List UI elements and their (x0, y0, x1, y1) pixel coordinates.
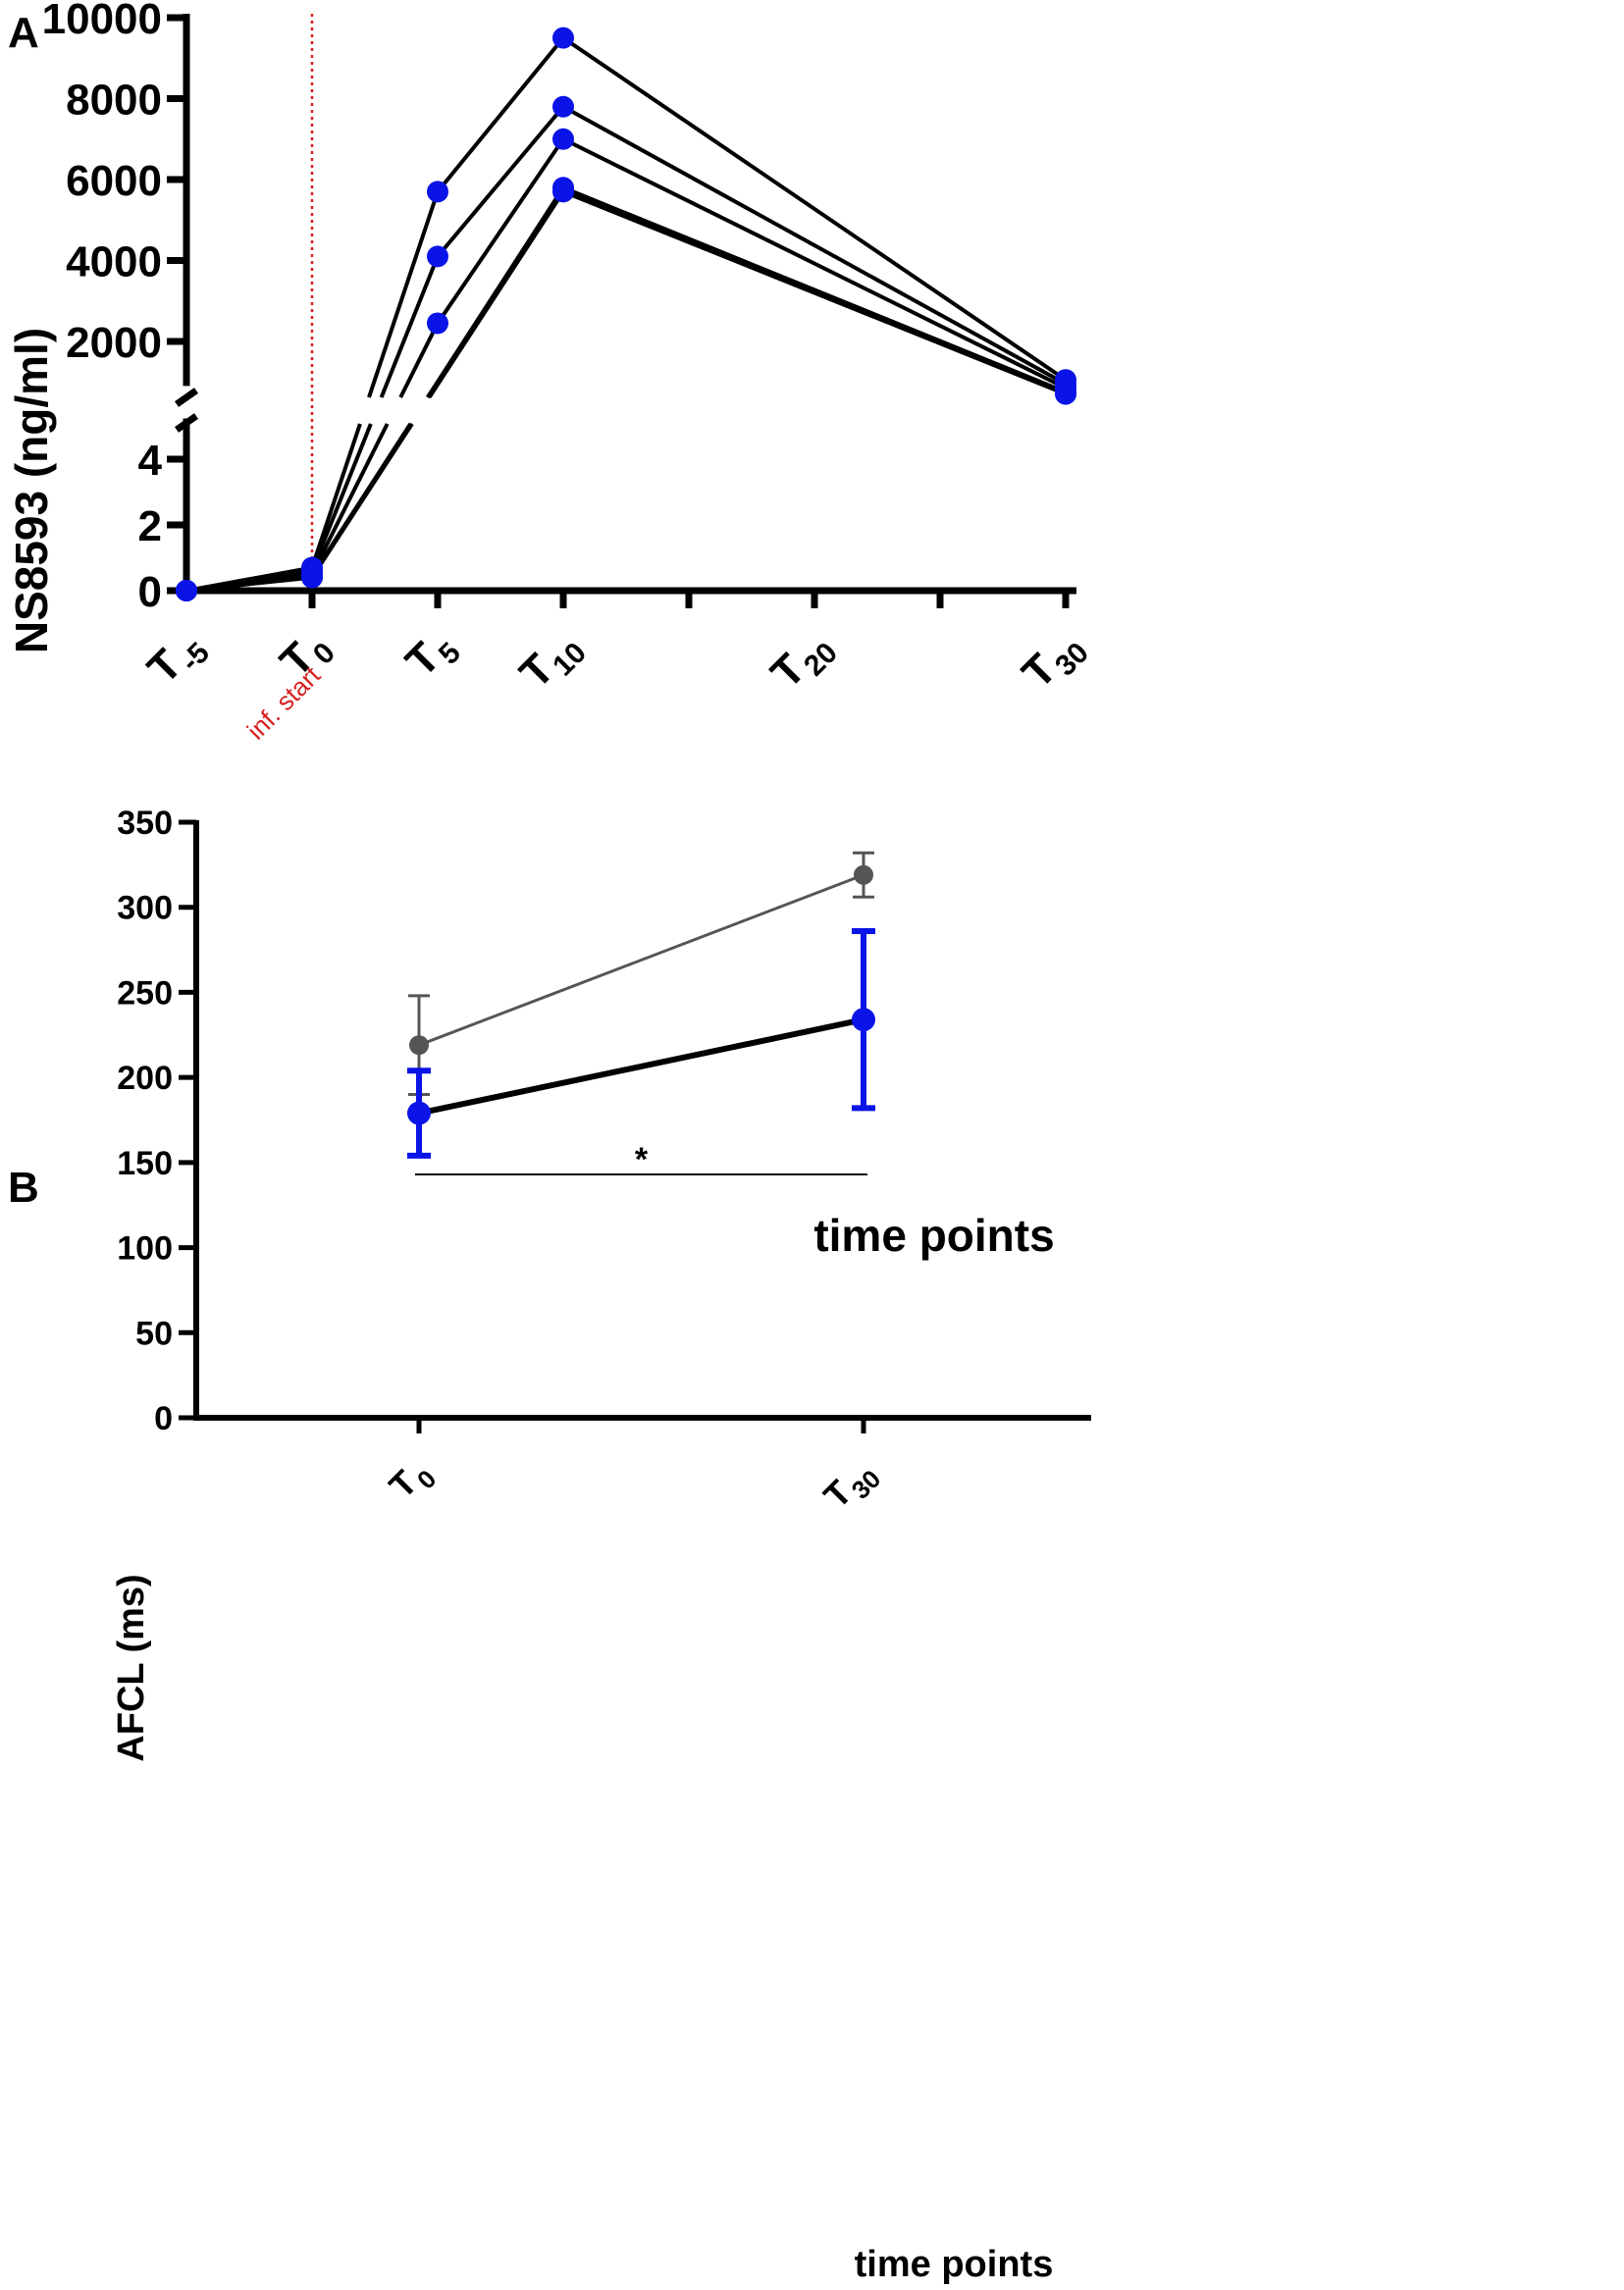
x-tick-label: T0 (271, 620, 341, 691)
x-tick-label: T0 (381, 1451, 442, 1512)
panel-a-data-points (176, 26, 1076, 601)
y-tick-label: 100 (117, 1230, 173, 1268)
series-line-segment (310, 423, 362, 569)
y-tick-label: 200 (117, 1060, 173, 1097)
series-line-segment (562, 104, 1067, 387)
significance-bracket: * (415, 1141, 867, 1178)
panel-b-y-axis-label: AFCL (ms) (111, 1574, 152, 1761)
data-point (552, 181, 574, 203)
data-point (852, 1008, 875, 1032)
panel-a-y-axis-label: NS8593 (ng/ml) (6, 328, 57, 653)
series-line-segment (367, 190, 440, 398)
y-tick-label: 2 (138, 502, 162, 550)
data-point (301, 566, 323, 589)
series-line-segment (562, 136, 1067, 390)
y-axis-break-mark (174, 413, 199, 433)
data-point (1055, 383, 1076, 405)
panel-a-series-lines (185, 35, 1068, 593)
panel-a-label: A (8, 9, 39, 57)
y-tick-label: 0 (154, 1400, 173, 1437)
series-line-segment (562, 189, 1067, 396)
series-line (418, 873, 864, 1047)
data-point (407, 1101, 431, 1125)
x-tick-label: T-5 (138, 620, 216, 698)
y-axis-break-mark (174, 388, 199, 407)
y-tick-label: 150 (117, 1145, 173, 1182)
series-line-segment (436, 137, 565, 325)
y-tick-label: 50 (135, 1315, 173, 1352)
panel-b-x-axis-label: time points (855, 2244, 1054, 2285)
y-tick-label: 6000 (66, 157, 162, 205)
y-tick-label: 0 (138, 568, 162, 616)
series-line-segment (310, 422, 414, 579)
panel-b-chart: time points 0 50 100 150 200 250 300 350 T0 T30 *… (111, 805, 1091, 2285)
data-point (409, 1035, 429, 1056)
y-tick-label: 300 (117, 890, 173, 927)
data-point (427, 181, 448, 203)
panel-b-ticks: 0 50 100 150 200 250 300 350 T0 T30 (117, 805, 886, 1522)
y-tick-label: 10000 (42, 0, 162, 43)
series-line (418, 1016, 864, 1117)
x-tick-label: T10 (510, 620, 593, 703)
data-point (427, 245, 448, 268)
series-line-segment (398, 322, 440, 398)
infusion-start-label: inf. start (241, 659, 327, 745)
panel-a-axes (174, 14, 1076, 595)
series-line-segment (379, 255, 440, 398)
data-point (552, 26, 574, 49)
y-tick-label: 4 (138, 437, 163, 485)
data-point (427, 312, 448, 335)
significance-label: * (635, 1141, 649, 1178)
panel-b-label: B (8, 1164, 39, 1212)
data-point (176, 580, 197, 601)
series-line-segment (436, 105, 565, 258)
series-line-segment (561, 35, 1068, 382)
series-line-segment (310, 423, 390, 576)
panel-b-title: time points (813, 1210, 1054, 1261)
y-tick-label: 4000 (66, 238, 162, 286)
panel-b-series (407, 851, 875, 1159)
data-point (552, 128, 574, 150)
y-tick-label: 8000 (66, 77, 162, 125)
data-point (552, 95, 574, 118)
series-line-segment (562, 185, 1067, 394)
y-tick-label: 2000 (66, 319, 162, 367)
panel-b-axes (193, 820, 1091, 1421)
panel-a-chart: 10000 8000 6000 4000 2000 4 2 0T-5 T0 T5 T10 T20 T30… (6, 0, 1095, 746)
x-tick-label: T30 (1013, 620, 1095, 703)
series-line-segment (427, 190, 565, 399)
data-point (854, 864, 873, 885)
series-line-segment (436, 36, 565, 193)
y-tick-label: 250 (117, 974, 173, 1012)
x-tick-label: T20 (761, 620, 844, 703)
y-tick-label: 350 (117, 805, 173, 842)
series-line-segment (185, 575, 313, 593)
x-tick-label: T30 (815, 1451, 886, 1522)
x-tick-label: T5 (396, 620, 467, 691)
series-line-segment (310, 423, 373, 572)
